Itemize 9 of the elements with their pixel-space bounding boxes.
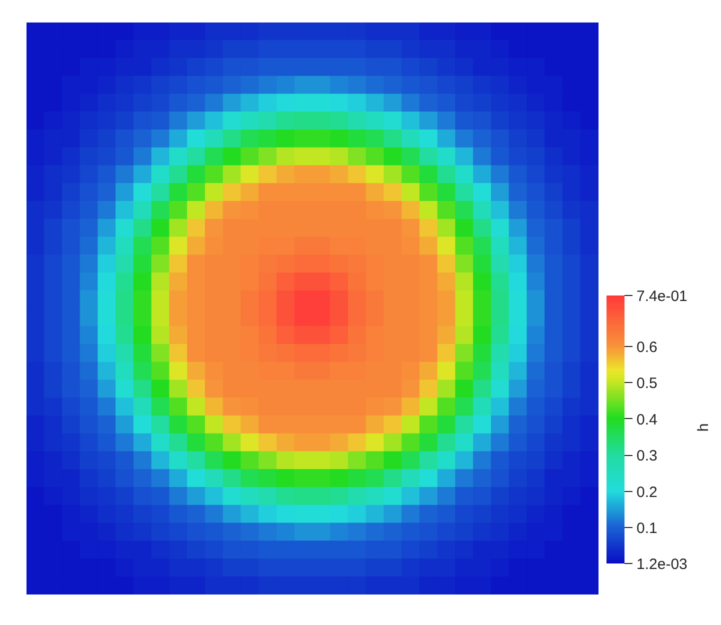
color-bar-label: 0.6 [636, 338, 658, 356]
color-bar-label: 0.5 [636, 375, 658, 392]
color-bar-title: h [695, 423, 712, 432]
color-bar-label: 0.3 [636, 448, 658, 465]
color-bar-label: 0.4 [636, 411, 658, 428]
color-bar-label: 0.2 [636, 484, 658, 501]
color-bar-label: 0.1 [636, 520, 658, 538]
color-bar-label: 1.2e-03 [636, 556, 688, 573]
color-bar-label: 7.4e-01 [636, 288, 688, 305]
